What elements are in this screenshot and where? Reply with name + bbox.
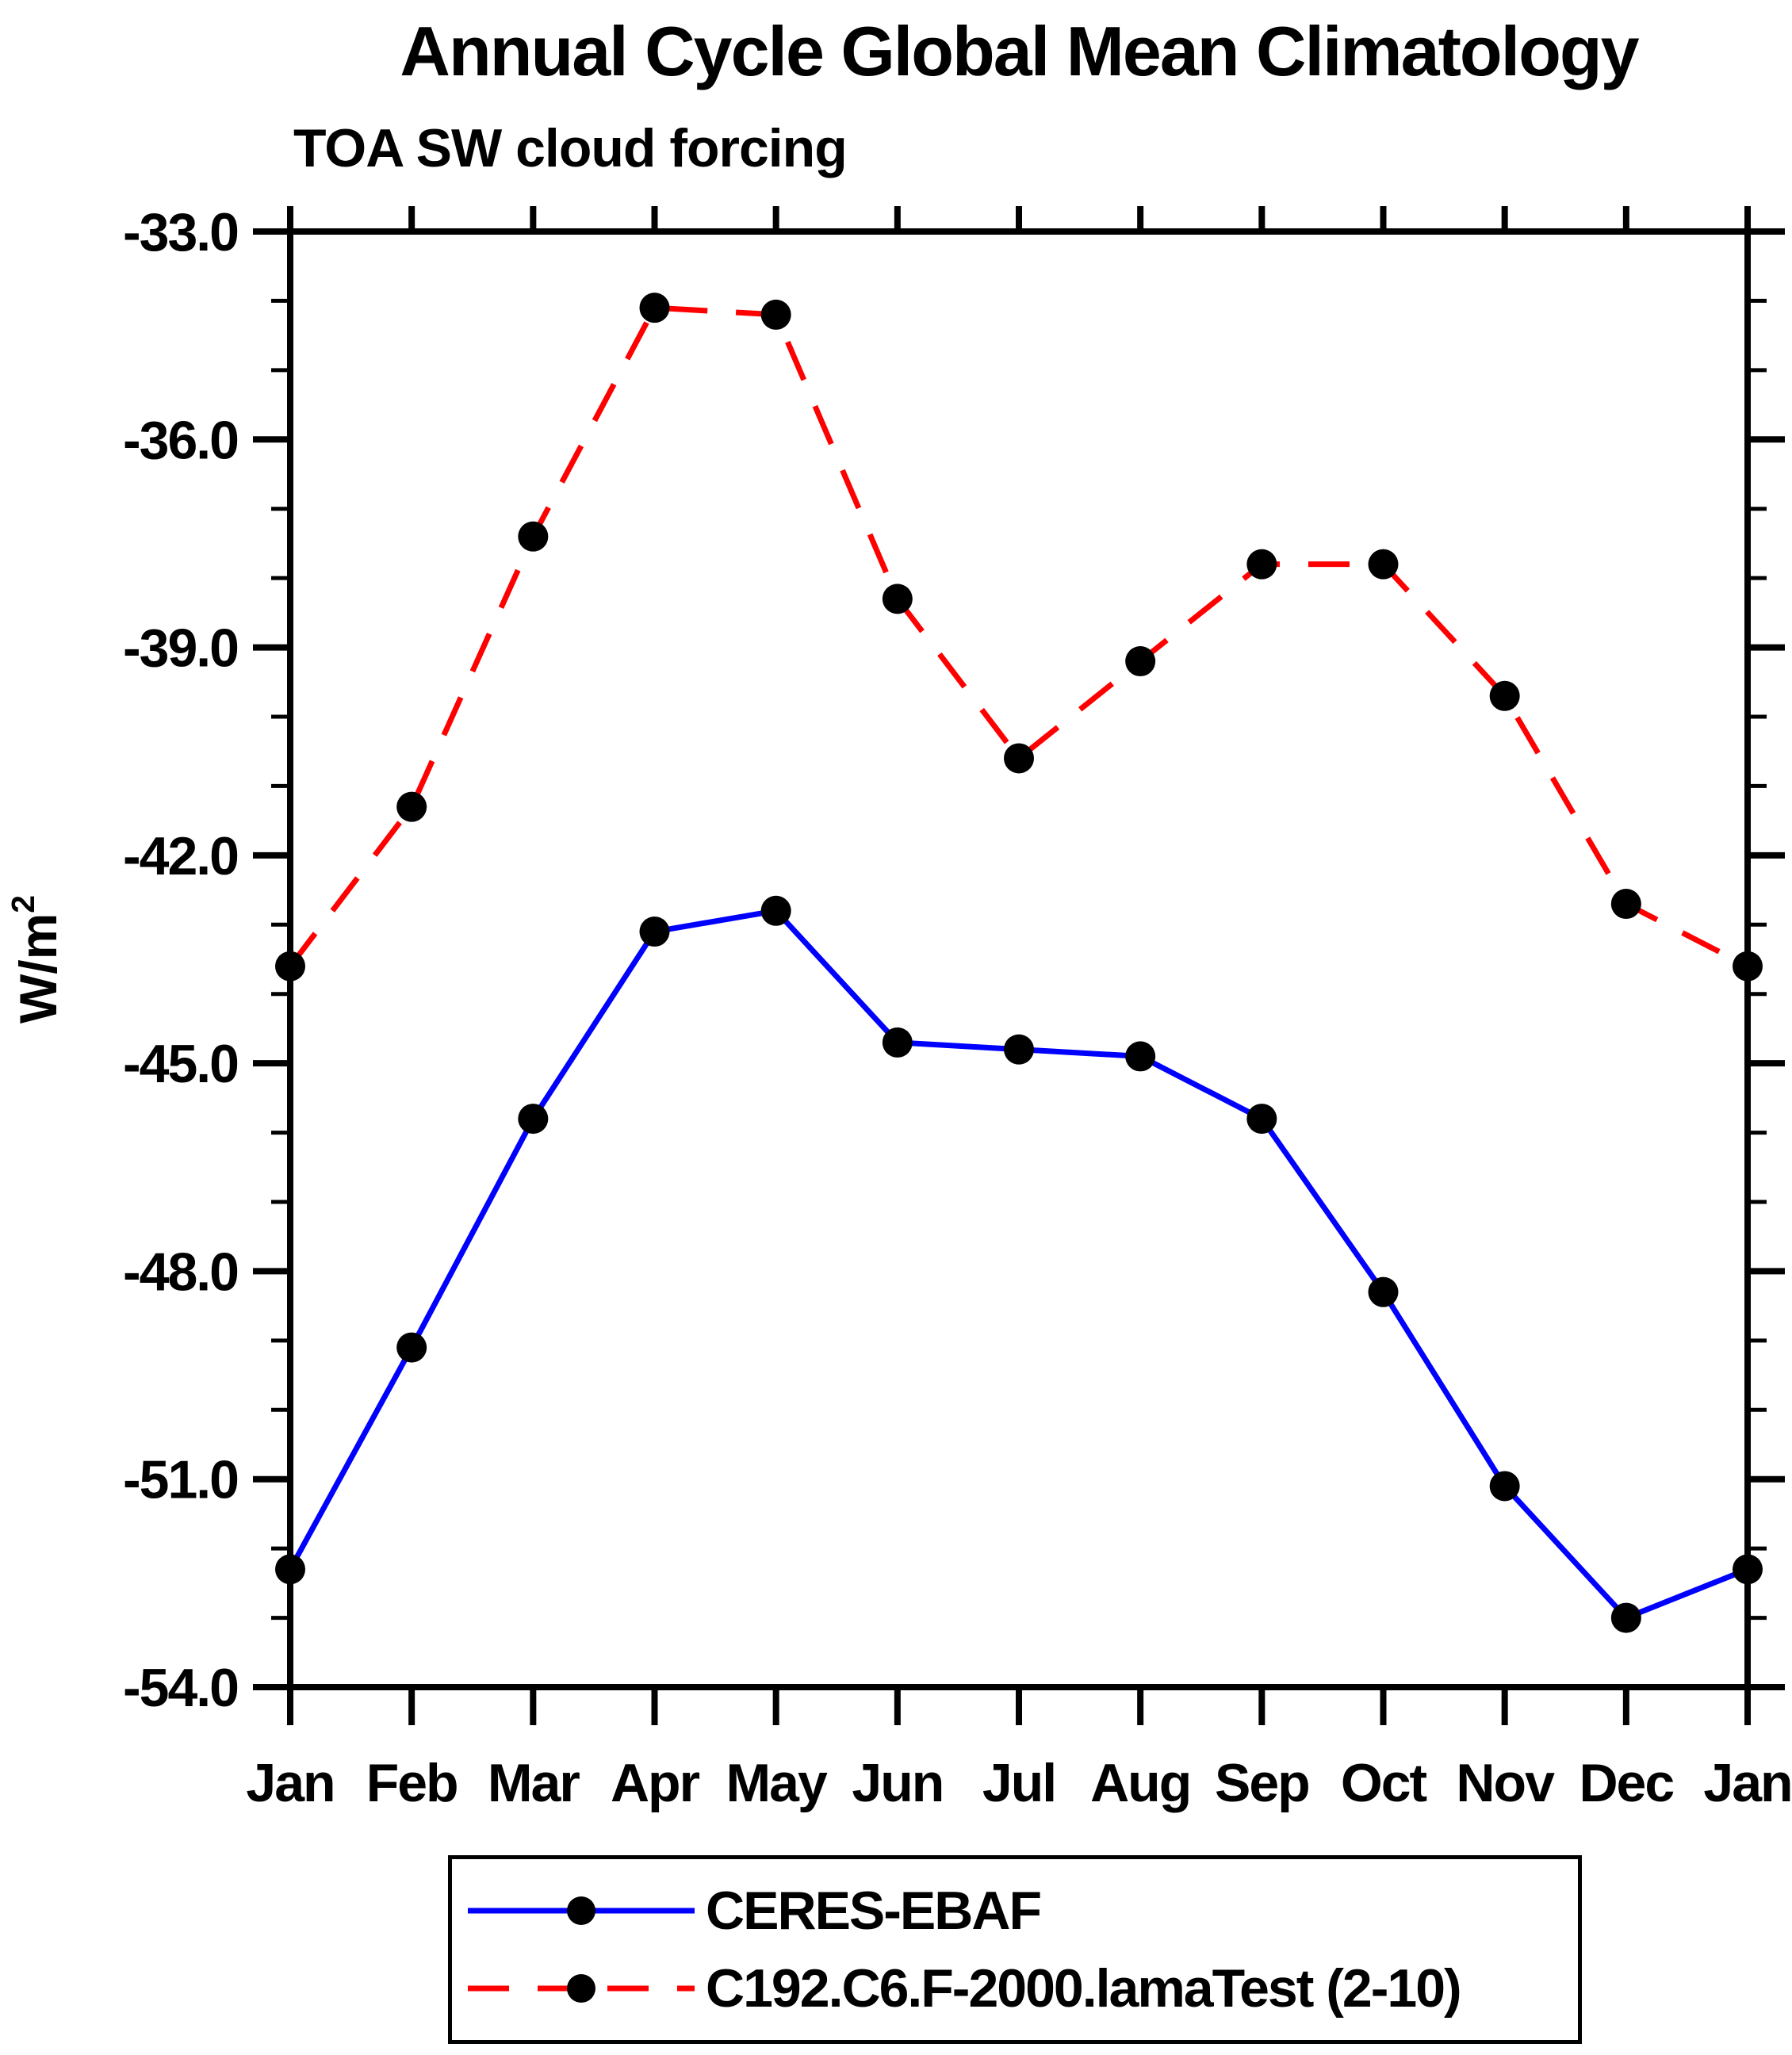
y-tick-label: -54.0: [123, 1658, 238, 1718]
series-marker-0: [1125, 1041, 1156, 1072]
series-line-0: [287, 908, 1749, 1621]
legend-sample-line-solid-icon: [468, 1896, 695, 1925]
legend: CERES-EBAF C192.C6.F-2000.lamaTest (2-10…: [448, 1855, 1582, 2044]
y-tick-label: -45.0: [123, 1034, 238, 1094]
legend-label: CERES-EBAF: [706, 1880, 1042, 1941]
series-marker-1: [1004, 743, 1034, 774]
series-marker-0: [275, 1554, 305, 1585]
x-tick-label: Jan: [1703, 1753, 1791, 1813]
series-marker-1: [1368, 549, 1399, 580]
x-tick-label: Dec: [1579, 1753, 1673, 1813]
x-tick-label: Nov: [1456, 1753, 1555, 1813]
x-tick-label: Oct: [1341, 1753, 1427, 1813]
series-marker-1: [882, 584, 913, 614]
series-marker-0: [1368, 1276, 1399, 1307]
series-marker-1: [639, 293, 670, 323]
series-marker-0: [518, 1104, 549, 1135]
series-marker-1: [518, 521, 549, 552]
y-tick-label: -51.0: [123, 1450, 238, 1510]
series-line-1: [288, 304, 1749, 969]
series-marker-0: [1733, 1554, 1763, 1585]
series-marker-1: [396, 791, 427, 822]
plot-frame: [287, 228, 1751, 1690]
series-marker-0: [639, 917, 670, 947]
series-marker-0: [1246, 1104, 1277, 1135]
series-marker-0: [1610, 1602, 1641, 1633]
series-marker-1: [1125, 646, 1156, 677]
x-tick-label: Apr: [611, 1753, 700, 1813]
series-marker-0: [882, 1027, 913, 1058]
series-marker-0: [1004, 1034, 1034, 1065]
legend-row-c192-test: C192.C6.F-2000.lamaTest (2-10): [452, 1961, 1578, 2015]
x-tick-label: Jun: [852, 1753, 943, 1813]
series-marker-0: [760, 895, 791, 926]
x-tick-label: Sep: [1215, 1753, 1309, 1813]
legend-row-ceres-ebaf: CERES-EBAF: [452, 1884, 1578, 1938]
legend-label: C192.C6.F-2000.lamaTest (2-10): [706, 1958, 1462, 2019]
x-tick-label: Jul: [982, 1753, 1055, 1813]
series-marker-1: [1489, 680, 1520, 711]
x-tick-label: Mar: [488, 1753, 580, 1813]
series-marker-1: [760, 299, 791, 330]
y-tick-label: -39.0: [123, 618, 238, 679]
y-tick-label: -48.0: [123, 1242, 238, 1302]
legend-marker-icon: [567, 1896, 595, 1925]
x-tick-label: May: [726, 1753, 828, 1813]
x-tick-label: Feb: [366, 1753, 458, 1813]
series-marker-0: [396, 1332, 427, 1363]
series-marker-1: [275, 951, 305, 982]
legend-marker-icon: [567, 1974, 595, 2003]
chart-subtitle: TOA SW cloud forcing: [293, 118, 848, 178]
x-tick-label: Jan: [246, 1753, 334, 1813]
chart-title: Annual Cycle Global Mean Climatology: [400, 12, 1639, 90]
series-marker-1: [1610, 889, 1641, 920]
x-tick-label: Aug: [1090, 1753, 1190, 1813]
y-tick-label: -36.0: [123, 410, 238, 470]
series-marker-0: [1489, 1471, 1520, 1502]
y-tick-label: -33.0: [123, 202, 238, 262]
series-marker-1: [1733, 951, 1763, 982]
y-tick-label: -42.0: [123, 826, 238, 886]
series-marker-1: [1246, 549, 1277, 580]
legend-sample-line-dashed-icon: [468, 1974, 695, 2003]
